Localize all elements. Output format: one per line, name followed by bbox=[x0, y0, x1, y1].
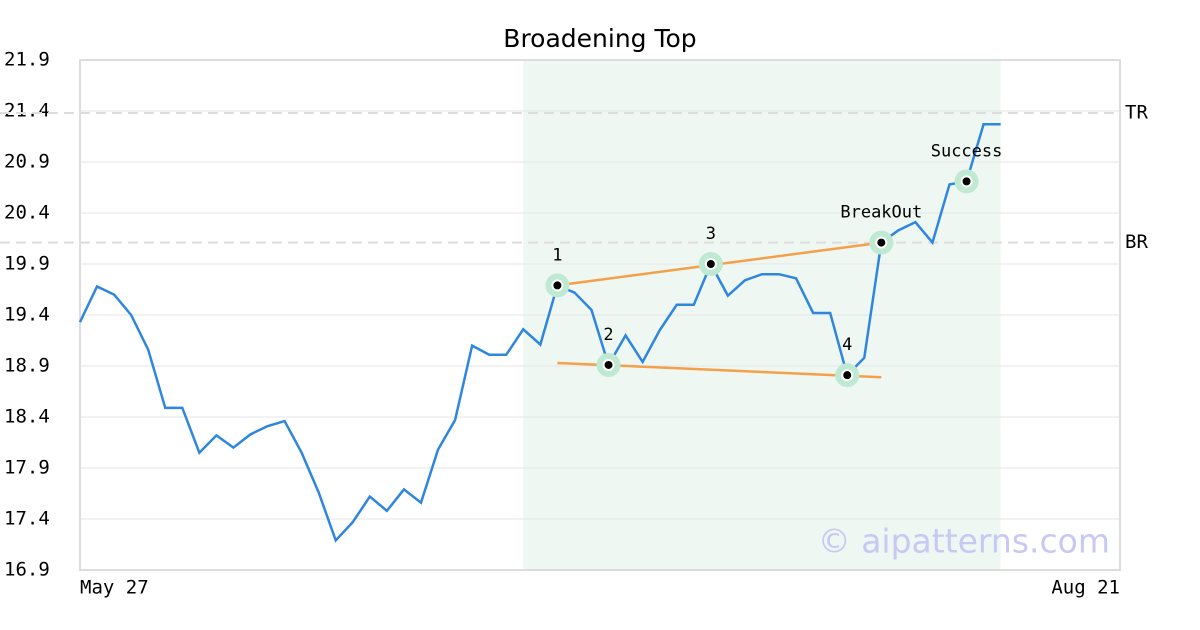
y-tick-label: 20.9 bbox=[4, 151, 50, 173]
pivot-label: 4 bbox=[842, 335, 852, 355]
pivot-label: 3 bbox=[706, 224, 716, 244]
y-tick-label: 21.9 bbox=[4, 49, 50, 71]
y-tick-label: 21.4 bbox=[4, 100, 50, 122]
y-tick-label: 16.9 bbox=[4, 559, 50, 581]
y-tick-label: 19.9 bbox=[4, 253, 50, 275]
watermark: © aipatterns.com bbox=[818, 522, 1110, 561]
pivot-label: BreakOut bbox=[840, 203, 922, 223]
pivot-point bbox=[704, 258, 717, 270]
x-tick-label: Aug 21 bbox=[1051, 577, 1120, 599]
level-label: BR bbox=[1125, 231, 1148, 253]
pivot-label: Success bbox=[931, 141, 1003, 161]
y-tick-label: 17.4 bbox=[4, 508, 50, 530]
y-tick-label: 18.4 bbox=[4, 406, 50, 428]
pivot-label: 2 bbox=[603, 325, 613, 345]
chart-title: Broadening Top bbox=[503, 24, 696, 53]
pivot-label: 1 bbox=[552, 245, 562, 265]
y-tick-label: 20.4 bbox=[4, 202, 50, 224]
x-tick-label: May 27 bbox=[80, 577, 149, 599]
y-tick-label: 18.9 bbox=[4, 355, 50, 377]
pivot-point bbox=[841, 369, 854, 382]
level-label: TR bbox=[1125, 102, 1148, 124]
y-tick-label: 19.4 bbox=[4, 304, 50, 326]
pivot-point bbox=[960, 175, 973, 188]
pivot-point bbox=[875, 236, 888, 249]
plot-frame bbox=[79, 59, 1121, 571]
pivot-point bbox=[602, 358, 615, 371]
y-tick-label: 17.9 bbox=[4, 457, 50, 479]
pivot-point bbox=[551, 279, 564, 292]
